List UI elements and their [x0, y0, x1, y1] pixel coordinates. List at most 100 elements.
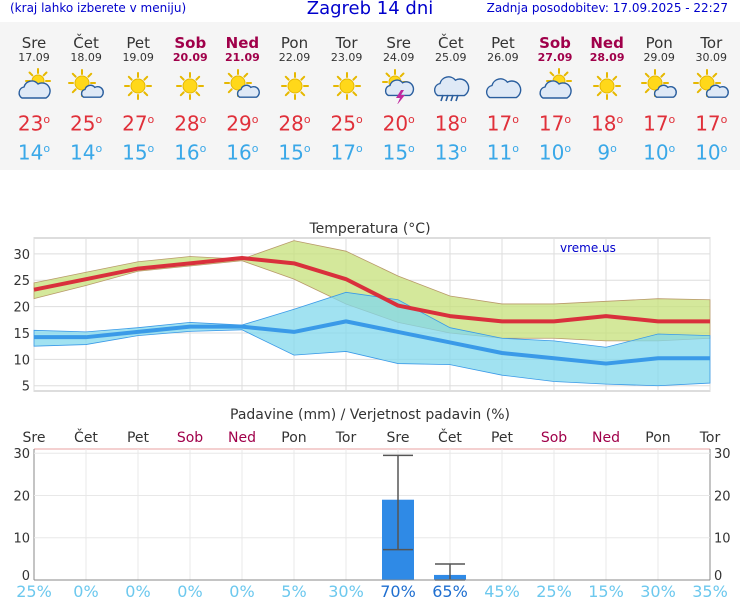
min-temp: 10o — [643, 140, 676, 165]
day-date: 25.09 — [435, 51, 467, 64]
header: (kraj lahko izberete v meniju) Zagreb 14… — [0, 0, 740, 22]
precip-probability: 25% — [536, 582, 572, 600]
sun-cloud-icon — [633, 64, 685, 104]
day-date: 26.09 — [487, 51, 519, 64]
day-date: 23.09 — [330, 51, 363, 64]
y-tick-label-right: 0 — [714, 569, 722, 584]
sun-icon — [269, 64, 321, 104]
precip-probability: 25% — [16, 582, 52, 600]
day-name: Ned — [590, 34, 624, 52]
day-date: 28.09 — [589, 51, 625, 64]
day-name: Čet — [73, 34, 99, 52]
precip-probability: 0% — [177, 582, 202, 600]
max-temp: 28o — [278, 111, 311, 136]
last-updated: Zadnja posodobitev: 17.09.2025 - 22:27 — [486, 1, 728, 15]
min-temp: 13o — [434, 140, 467, 165]
precip-probability: 0% — [229, 582, 254, 600]
y-tick-label: 15 — [13, 327, 30, 342]
partly-cloudy-icon — [8, 64, 60, 104]
day-name: Sob — [539, 34, 571, 52]
day-name: Sre — [386, 34, 411, 52]
y-tick-label-right: 30 — [714, 447, 731, 462]
partly-cloudy-icon — [529, 64, 581, 104]
day-date: 18.09 — [70, 51, 102, 64]
precip-probability: 70% — [380, 582, 416, 600]
max-temp: 28o — [174, 111, 207, 136]
day-column: Čet 25.09 18o 13o — [425, 22, 477, 165]
x-tick-label: Ned — [592, 430, 620, 446]
precip-probability: 35% — [692, 582, 728, 600]
min-temp: 14o — [17, 140, 51, 165]
day-column: Tor 30.09 17o 10o — [685, 22, 737, 165]
sun-icon — [321, 64, 373, 104]
day-column: Pet 26.09 17o 11o — [477, 22, 529, 165]
x-tick-label: Tor — [699, 430, 721, 446]
day-date: 19.09 — [122, 51, 154, 64]
day-date: 20.09 — [172, 51, 208, 64]
min-temp: 10o — [538, 140, 572, 165]
max-temp: 25o — [70, 111, 103, 136]
sun-cloud-icon — [216, 64, 268, 104]
min-temp: 15o — [278, 140, 311, 165]
min-temp: 16o — [174, 140, 207, 165]
temperature-range-band — [33, 291, 711, 387]
x-tick-label: Pet — [127, 430, 150, 446]
day-column: Pon 29.09 17o 10o — [633, 22, 685, 165]
x-tick-label: Ned — [228, 430, 256, 446]
location-hint[interactable]: (kraj lahko izberete v meniju) — [10, 1, 187, 15]
y-tick-label: 20 — [13, 301, 30, 316]
x-tick-label: Pon — [645, 430, 670, 446]
y-tick-label: 10 — [13, 532, 30, 547]
day-column: Pon 22.09 28o 15o — [269, 22, 321, 165]
day-column: Ned 21.09 29o 16o — [216, 22, 268, 165]
x-tick-label: Pon — [281, 430, 306, 446]
sun-cloud-icon — [60, 64, 112, 104]
min-temp: 14o — [70, 140, 103, 165]
x-tick-label: Pet — [491, 430, 514, 446]
sun-cloud-icon — [685, 64, 737, 104]
x-tick-label: Sre — [387, 430, 410, 446]
min-temp: 17o — [330, 140, 363, 165]
sun-icon — [581, 64, 633, 104]
precip-probability: 45% — [484, 582, 520, 600]
max-temp: 18o — [591, 111, 624, 136]
precip-probability: 30% — [328, 582, 364, 600]
daily-forecast-strip: Sre 17.09 23o 14o Čet 18.09 25o 14o Pet 19.09 27o 1… — [0, 22, 740, 170]
day-column: Ned 28.09 18o 9o — [581, 22, 633, 165]
watermark: vreme.us — [560, 241, 616, 255]
day-name: Pet — [126, 34, 150, 52]
day-column: Čet 18.09 25o 14o — [60, 22, 112, 165]
y-tick-label: 20 — [13, 489, 30, 504]
min-temp: 9o — [597, 140, 617, 165]
x-tick-label: Tor — [335, 430, 357, 446]
max-temp: 17o — [486, 111, 519, 136]
y-tick-label: 0 — [22, 569, 30, 584]
rain-cloud-icon — [425, 64, 477, 104]
day-name: Pet — [491, 34, 515, 52]
y-tick-label-right: 10 — [714, 532, 731, 547]
x-tick-label: Čet — [438, 428, 462, 446]
x-tick-label: Čet — [74, 428, 98, 446]
min-temp: 15o — [122, 140, 155, 165]
temperature-chart-title: Temperatura (°C) — [308, 221, 430, 237]
y-tick-label: 25 — [13, 274, 30, 289]
max-temp: 18o — [434, 111, 467, 136]
day-name: Pon — [280, 34, 309, 52]
y-tick-label: 30 — [13, 447, 30, 462]
min-temp: 15o — [382, 140, 415, 165]
day-column: Sre 17.09 23o 14o — [8, 22, 60, 165]
day-name: Pon — [645, 34, 673, 52]
max-temp: 27o — [122, 111, 155, 136]
precip-probability: 5% — [281, 582, 306, 600]
max-temp: 17o — [643, 111, 676, 136]
min-temp-line — [34, 319, 710, 366]
precip-probability: 0% — [125, 582, 150, 600]
min-temp: 10o — [695, 140, 728, 165]
max-temp: 25o — [330, 111, 363, 136]
max-temp: 20o — [382, 111, 415, 136]
cloud-icon — [477, 64, 529, 104]
day-name: Sob — [174, 34, 207, 52]
max-temp: 17o — [695, 111, 728, 136]
min-temp: 16o — [226, 140, 259, 165]
